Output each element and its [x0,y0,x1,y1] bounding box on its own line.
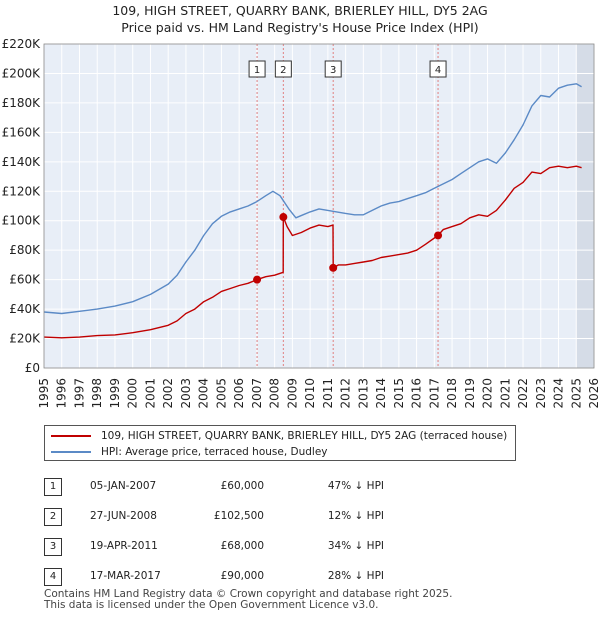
sale-row: 2 27-JUN-2008 £102,500 12% ↓ HPI [44,508,564,528]
x-tick-label: 2011 [321,378,335,409]
x-tick-label: 1996 [55,378,69,409]
series-line-hpi [43,83,582,315]
sale-marker-label: 1 [254,65,260,76]
x-tick-label: 2022 [516,378,530,409]
x-tick-label: 2003 [179,378,193,409]
y-tick-label: £120K [2,184,42,198]
legend-label-property: 109, HIGH STREET, QUARRY BANK, BRIERLEY … [101,430,508,442]
x-tick-label: 2026 [587,378,600,409]
x-tick-label: 2025 [569,378,583,409]
x-tick-label: 2002 [161,378,175,409]
x-tick-label: 2006 [232,378,246,409]
x-tick-label: 2015 [392,378,406,409]
sale-row: 1 05-JAN-2007 £60,000 47% ↓ HPI [44,478,564,498]
chart-title-line1: 109, HIGH STREET, QUARRY BANK, BRIERLEY … [112,3,488,18]
x-tick-label: 2024 [552,378,566,409]
footer-line1: Contains HM Land Registry data © Crown c… [44,588,453,600]
x-tick-label: 2018 [445,378,459,409]
sale-date: 19-APR-2011 [90,540,158,552]
x-tick-label: 2009 [285,378,299,409]
sale-point [279,213,288,222]
x-tick-label: 1997 [72,378,86,409]
y-tick-label: £40K [9,302,41,316]
x-tick-label: 2012 [339,378,353,409]
sale-marker-label: 3 [330,65,336,76]
y-tick-label: £180K [2,96,42,110]
x-tick-label: 2019 [463,378,477,409]
sale-marker-box: 4 [44,568,62,586]
x-tick-label: 2021 [498,378,512,409]
footer-attribution: Contains HM Land Registry data © Crown c… [44,589,452,611]
sale-price: £68,000 [220,540,264,552]
sale-marker-box [248,60,266,78]
y-tick-label: £160K [2,125,42,139]
sale-date: 27-JUN-2008 [90,510,157,522]
legend-label-hpi: HPI: Average price, terraced house, Dudl… [101,446,328,458]
y-tick-label: £60K [9,273,41,287]
x-tick-label: 2004 [197,378,211,409]
sale-price: £102,500 [213,510,264,522]
sale-marker-box: 2 [44,508,62,526]
x-tick-label: 2005 [214,378,228,409]
sale-hpi-diff: 47% ↓ HPI [327,480,384,492]
sale-marker-box: 1 [44,478,62,496]
legend-swatch-hpi [51,451,91,453]
price-chart: £0 £20K £40K £60K £80K £100K £120K £140K £160K £1… [2,37,600,409]
y-tick-label: £200K [2,66,42,80]
legend: 109, HIGH STREET, QUARRY BANK, BRIERLEY … [44,425,516,461]
future-shade [576,44,594,368]
sale-marker-box: 3 [44,538,62,556]
x-tick-label: 2013 [356,378,370,409]
legend-swatch-property [51,435,91,437]
x-tick-label: 2007 [250,378,264,409]
x-tick-label: 2001 [143,378,157,409]
sale-row: 4 17-MAR-2017 £90,000 28% ↓ HPI [44,568,564,588]
x-tick-label: 2014 [374,378,388,409]
sale-marker-label: 4 [435,65,441,76]
y-tick-label: £140K [2,155,42,169]
sale-marker-box [274,60,292,78]
x-tick-label: 2020 [481,378,495,409]
sale-price: £90,000 [220,570,264,582]
chart-title-line2: Price paid vs. HM Land Registry's House … [121,20,479,35]
sale-marker-label: 2 [280,65,286,76]
x-tick-label: 2010 [303,378,317,409]
sale-row: 3 19-APR-2011 £68,000 34% ↓ HPI [44,538,564,558]
x-tick-label: 1998 [90,378,104,409]
x-tick-label: 1999 [108,378,122,409]
sale-hpi-diff: 34% ↓ HPI [327,540,384,552]
sale-marker-box [429,60,447,78]
plot-frame [43,43,595,369]
y-tick-label: £20K [9,332,41,346]
sale-hpi-diff: 12% ↓ HPI [327,510,384,522]
x-tick-label: 2008 [268,378,282,409]
sale-date: 05-JAN-2007 [90,480,157,492]
x-tick-label: 2017 [427,378,441,409]
sale-hpi-diff: 28% ↓ HPI [327,570,384,582]
x-tick-label: 1995 [37,378,51,409]
x-tick-label: 2023 [534,378,548,409]
x-tick-label: 2000 [126,378,140,409]
sale-price: £60,000 [220,480,264,492]
y-tick-label: £0 [25,361,40,375]
footer-line2: This data is licensed under the Open Gov… [44,599,379,611]
sale-point [253,275,262,284]
sale-marker-box [324,60,342,78]
sale-point [329,263,338,272]
plot-area [44,44,594,368]
sale-point [434,231,443,240]
sale-date: 17-MAR-2017 [90,570,161,582]
y-tick-label: £100K [2,214,42,228]
y-tick-label: £80K [9,243,41,257]
y-tick-label: £220K [2,37,42,51]
x-tick-label: 2016 [410,378,424,409]
chart-title: 109, HIGH STREET, QUARRY BANK, BRIERLEY … [0,2,600,36]
